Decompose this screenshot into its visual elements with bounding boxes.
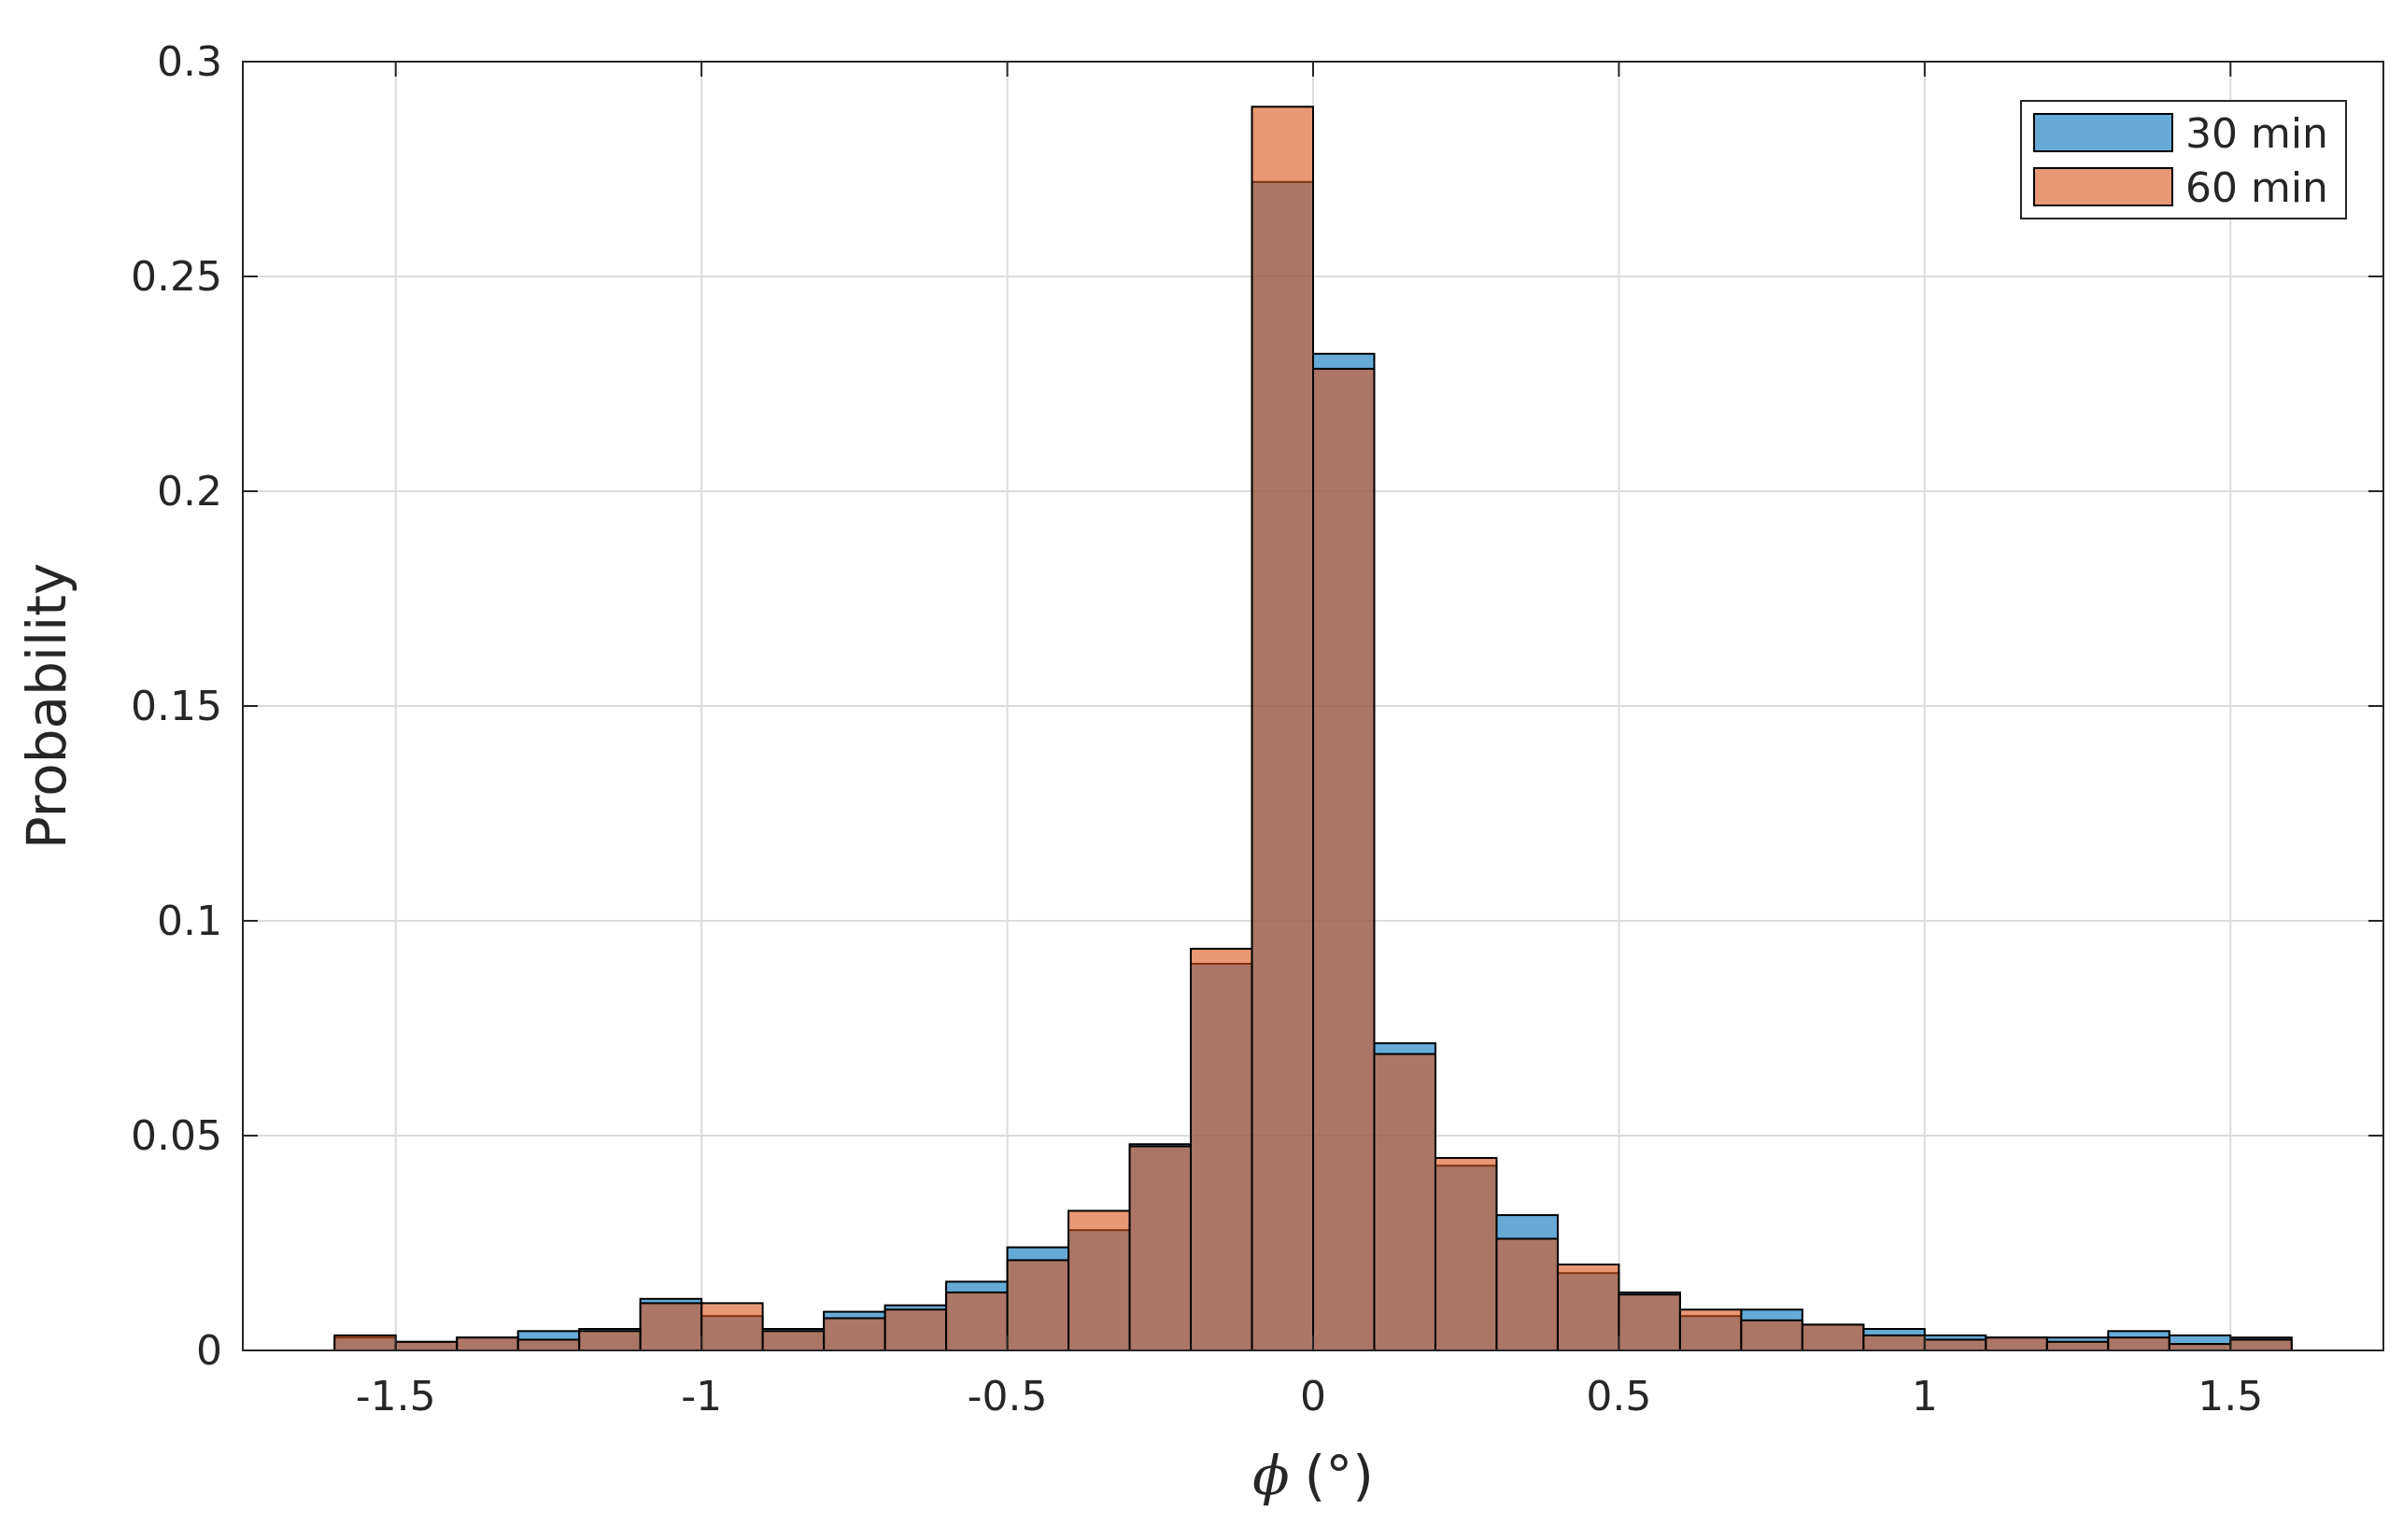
y-tick-label: 0.1: [157, 897, 222, 945]
bar-60-min: [1373, 1053, 1436, 1351]
x-tick-label: -1: [681, 1373, 722, 1420]
x-tick-label: 1.5: [2198, 1373, 2263, 1420]
bar-60-min: [516, 1338, 581, 1351]
bar-60-min: [1312, 367, 1376, 1351]
tick-labels: -1.5 -1 -0.5 0 0.5 1 1.5 0 0.05 0.1 0.15 0.2 0.25 0.3: [131, 38, 2263, 1420]
y-tick-label: 0.15: [131, 683, 222, 730]
bar-60-min: [761, 1330, 826, 1352]
x-axis-symbol: ϕ: [1252, 1444, 1290, 1507]
bar-60-min: [883, 1308, 948, 1352]
bar-60-min: [1862, 1334, 1926, 1352]
bar-60-min: [1740, 1319, 1803, 1352]
y-tick-label: 0.2: [157, 468, 222, 516]
y-tick-label: 0.25: [131, 253, 222, 301]
bar-60-min: [456, 1336, 519, 1351]
bar-60-min: [1985, 1336, 2048, 1351]
bar-60-min: [2045, 1340, 2110, 1352]
y-tick-label: 0.3: [157, 38, 222, 86]
legend-label-30-min: 30 min: [2185, 110, 2328, 158]
bar-60-min: [1128, 1145, 1193, 1351]
y-tick-label: 0.05: [131, 1112, 222, 1160]
y-axis-title: Probability: [15, 563, 78, 850]
bar-60-min: [1067, 1209, 1131, 1351]
bar-60-min: [578, 1330, 642, 1352]
bar-60-min: [394, 1340, 459, 1352]
bar-60-min: [1434, 1156, 1498, 1352]
bar-60-min: [945, 1291, 1009, 1352]
legend: 30 min 60 min: [2020, 100, 2347, 219]
y-tick-label: 0: [196, 1327, 222, 1375]
bar-60-min: [2168, 1343, 2232, 1351]
bar-60-min: [1006, 1259, 1070, 1352]
x-tick-label: 0.5: [1586, 1373, 1651, 1420]
bar-60-min: [823, 1317, 886, 1351]
legend-label-60-min: 60 min: [2185, 164, 2328, 212]
bar-60-min: [700, 1302, 764, 1352]
bar-60-min: [1678, 1308, 1743, 1352]
x-tick-label: 1: [1912, 1373, 1938, 1420]
bar-60-min: [1923, 1338, 1987, 1351]
bar-60-min: [2229, 1338, 2293, 1351]
bar-60-min: [1618, 1293, 1681, 1351]
x-tick-label: -0.5: [968, 1373, 1048, 1420]
bar-60-min: [1556, 1264, 1620, 1351]
x-tick-label: 0: [1300, 1373, 1326, 1420]
axes-box: [242, 61, 2384, 1351]
x-axis-title: ϕ (°): [1252, 1444, 1374, 1507]
histogram-bars: [333, 106, 2293, 1352]
bar-60-min: [1801, 1323, 1865, 1352]
bar-60-min: [639, 1302, 703, 1352]
bar-60-min: [1190, 947, 1253, 1352]
x-axis-unit: (°): [1305, 1444, 1374, 1507]
x-tick-label: -1.5: [356, 1373, 436, 1420]
bar-60-min: [1495, 1237, 1559, 1352]
bar-60-min: [1251, 106, 1314, 1351]
legend-swatch-30-min: [2033, 113, 2173, 152]
bar-60-min: [2107, 1336, 2170, 1351]
bar-60-min: [333, 1334, 397, 1352]
legend-swatch-60-min: [2033, 167, 2173, 206]
